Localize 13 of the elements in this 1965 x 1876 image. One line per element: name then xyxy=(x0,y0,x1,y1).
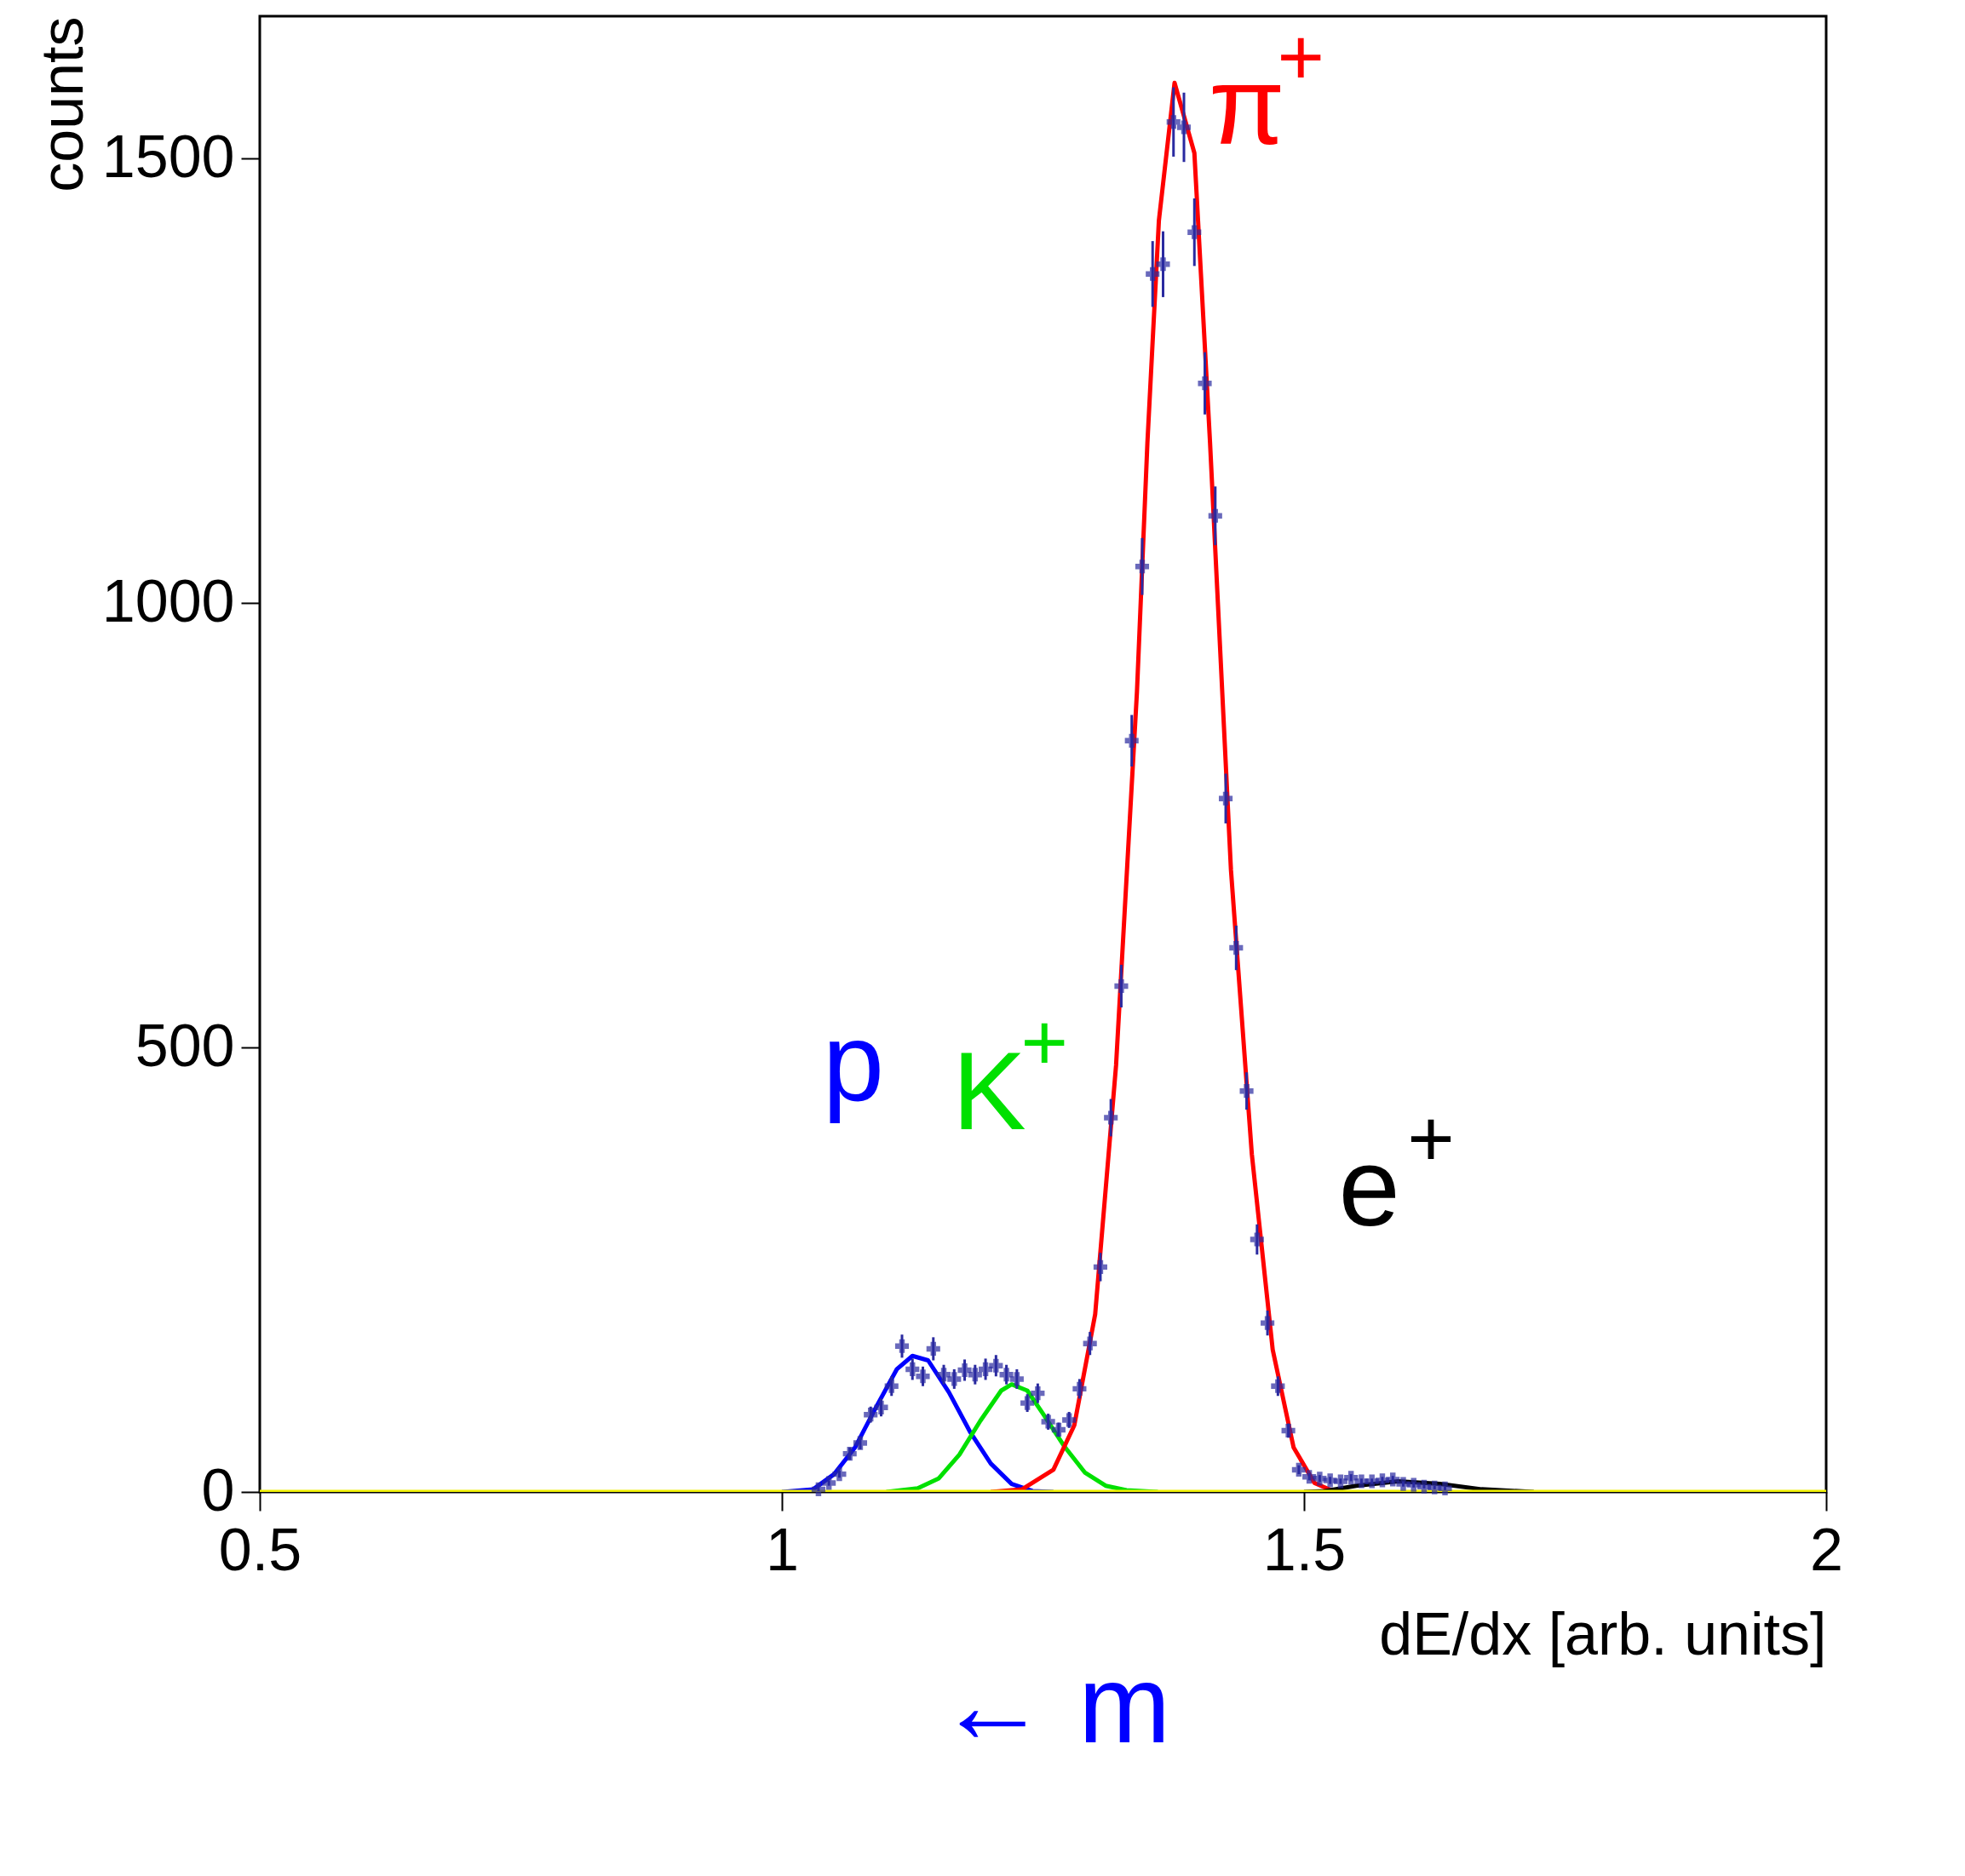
x-tick-label: 2 xyxy=(1810,1516,1843,1583)
series-label: π+ xyxy=(1208,11,1325,168)
text: e+ xyxy=(1338,1093,1455,1250)
text: ← m xyxy=(937,1642,1171,1766)
y-axis-title: counts xyxy=(28,16,95,192)
text: K+ xyxy=(951,995,1069,1153)
y-tick-label: 1000 xyxy=(101,567,235,634)
y-tick-label: 500 xyxy=(135,1012,235,1079)
y-tick-label: 1500 xyxy=(101,123,235,190)
x-axis-title: dE/dx [arb. units] xyxy=(1379,1600,1827,1667)
x-tick-label: 1 xyxy=(766,1516,799,1583)
x-tick-label: 1.5 xyxy=(1262,1516,1347,1583)
text: p xyxy=(822,1000,884,1125)
